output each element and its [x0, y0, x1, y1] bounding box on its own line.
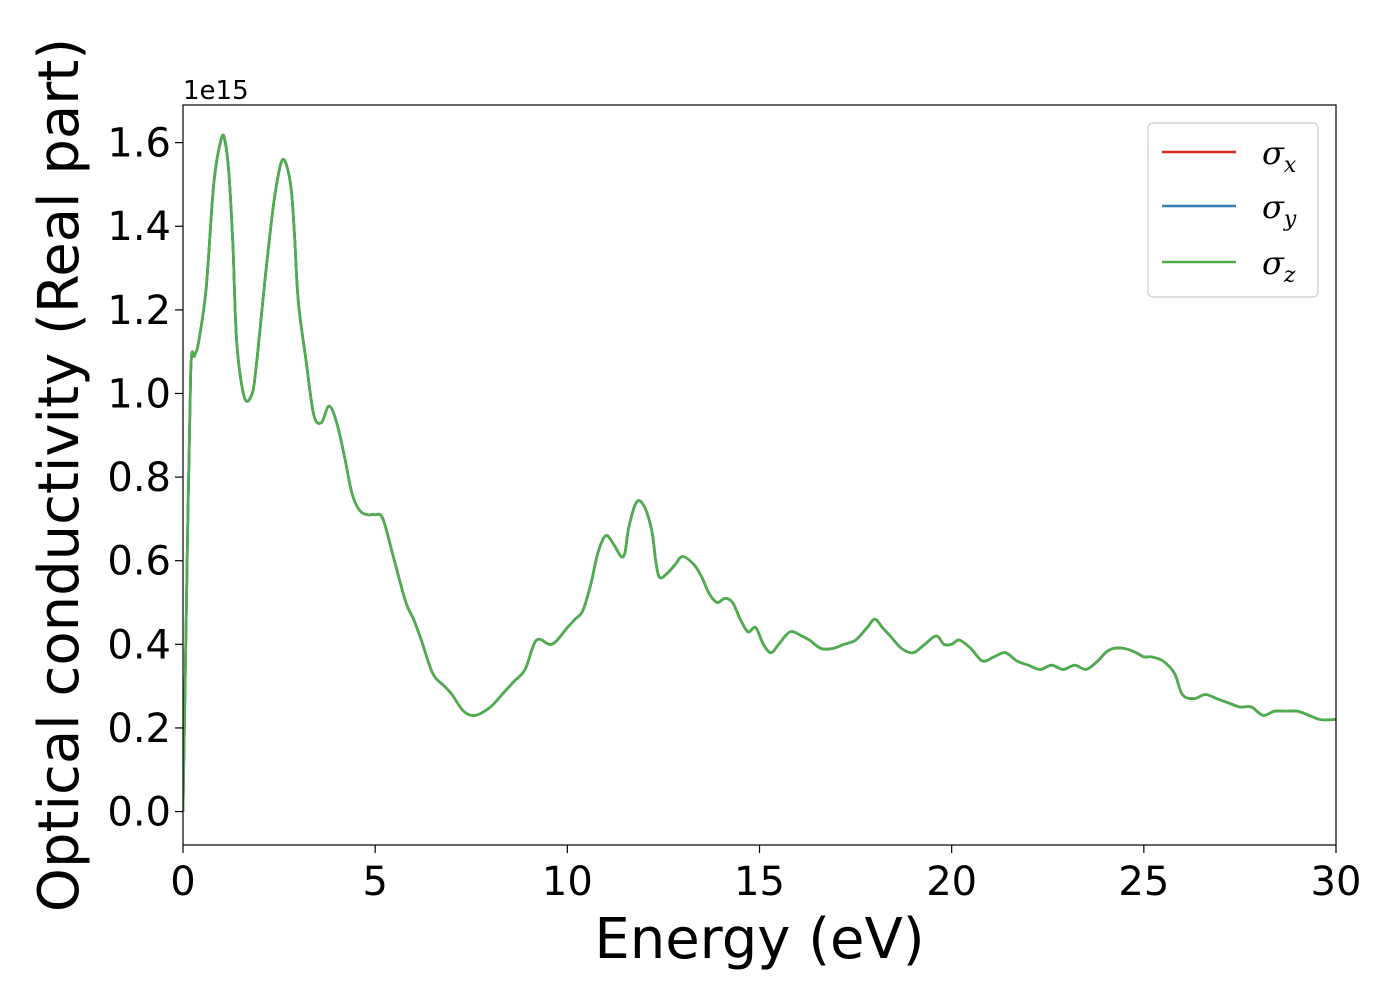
x-tick-label: 0: [170, 859, 195, 905]
y-axis-label: Optical conductivity (Real part): [27, 38, 92, 912]
legend: σx σy σz: [1147, 122, 1319, 298]
y-axis-ticks: 0.0 0.2 0.4 0.6 0.8 1.0 1.2 1.4 1.6: [107, 121, 183, 836]
legend-box: [1147, 122, 1319, 298]
legend-label-1: σx: [1262, 134, 1297, 178]
y-tick-label: 0.2: [107, 706, 171, 752]
x-tick-label: 25: [1118, 859, 1169, 905]
y-tick-label: 0.0: [107, 790, 171, 836]
y-tick-label: 0.8: [107, 455, 171, 501]
legend-label-2: σy: [1262, 188, 1297, 232]
x-axis-ticks: 0 5 10 15 20 25 30: [170, 845, 1361, 905]
x-tick-label: 10: [542, 859, 593, 905]
y-tick-label: 1.2: [107, 288, 171, 334]
y-tick-label: 1.6: [107, 121, 171, 167]
y-tick-label: 0.6: [107, 539, 171, 585]
x-axis-label: Energy (eV): [594, 907, 924, 972]
y-offset-label: 1e15: [183, 76, 249, 106]
x-tick-label: 30: [1311, 859, 1362, 905]
series-line-3: [183, 133, 1336, 812]
y-tick-label: 1.0: [107, 371, 171, 417]
x-tick-label: 20: [926, 859, 977, 905]
x-tick-label: 5: [362, 859, 387, 905]
series-layer: [183, 133, 1336, 812]
y-tick-label: 1.4: [107, 204, 171, 250]
legend-label-3: σz: [1262, 244, 1296, 288]
x-tick-label: 15: [734, 859, 785, 905]
y-tick-label: 0.4: [107, 622, 171, 668]
